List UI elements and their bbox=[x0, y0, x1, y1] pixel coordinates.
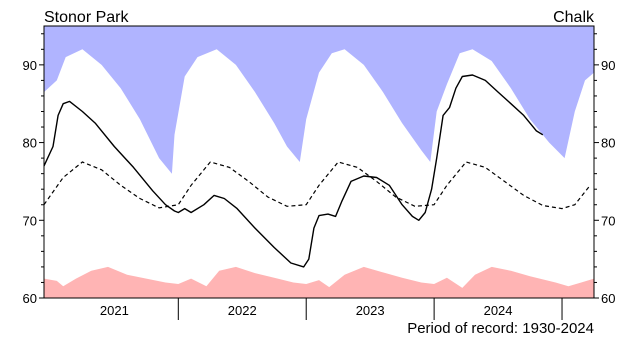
plot-area bbox=[43, 26, 594, 298]
y-tick-label-right: 80 bbox=[601, 136, 615, 151]
y-tick-label-right: 90 bbox=[601, 58, 615, 73]
plot-frame bbox=[43, 25, 595, 299]
year-label: 2021 bbox=[100, 303, 129, 318]
y-axis-right: 60 70 80 90 bbox=[594, 33, 615, 306]
year-label: 2023 bbox=[356, 303, 385, 318]
max-envelope-band bbox=[44, 26, 594, 174]
year-label: 2022 bbox=[228, 303, 257, 318]
site-name: Stonor Park bbox=[44, 9, 129, 26]
y-tick-label-left: 70 bbox=[23, 213, 37, 228]
period-of-record: Period of record: 1930-2024 bbox=[407, 320, 594, 337]
geology-label: Chalk bbox=[553, 9, 595, 26]
x-axis: 2021 2022 2023 2024 bbox=[100, 298, 563, 320]
year-label: 2024 bbox=[484, 303, 513, 318]
groundwater-level-line bbox=[43, 74, 544, 268]
y-tick-label-left: 90 bbox=[23, 58, 37, 73]
y-tick-label-left: 60 bbox=[23, 291, 37, 306]
y-tick-label-right: 70 bbox=[601, 213, 615, 228]
average-level-line bbox=[43, 161, 591, 210]
y-tick-label-right: 60 bbox=[601, 291, 615, 306]
y-tick-label-left: 80 bbox=[23, 136, 37, 151]
y-axis-left: 60 70 80 90 bbox=[23, 33, 44, 306]
min-envelope-band bbox=[44, 266, 594, 298]
